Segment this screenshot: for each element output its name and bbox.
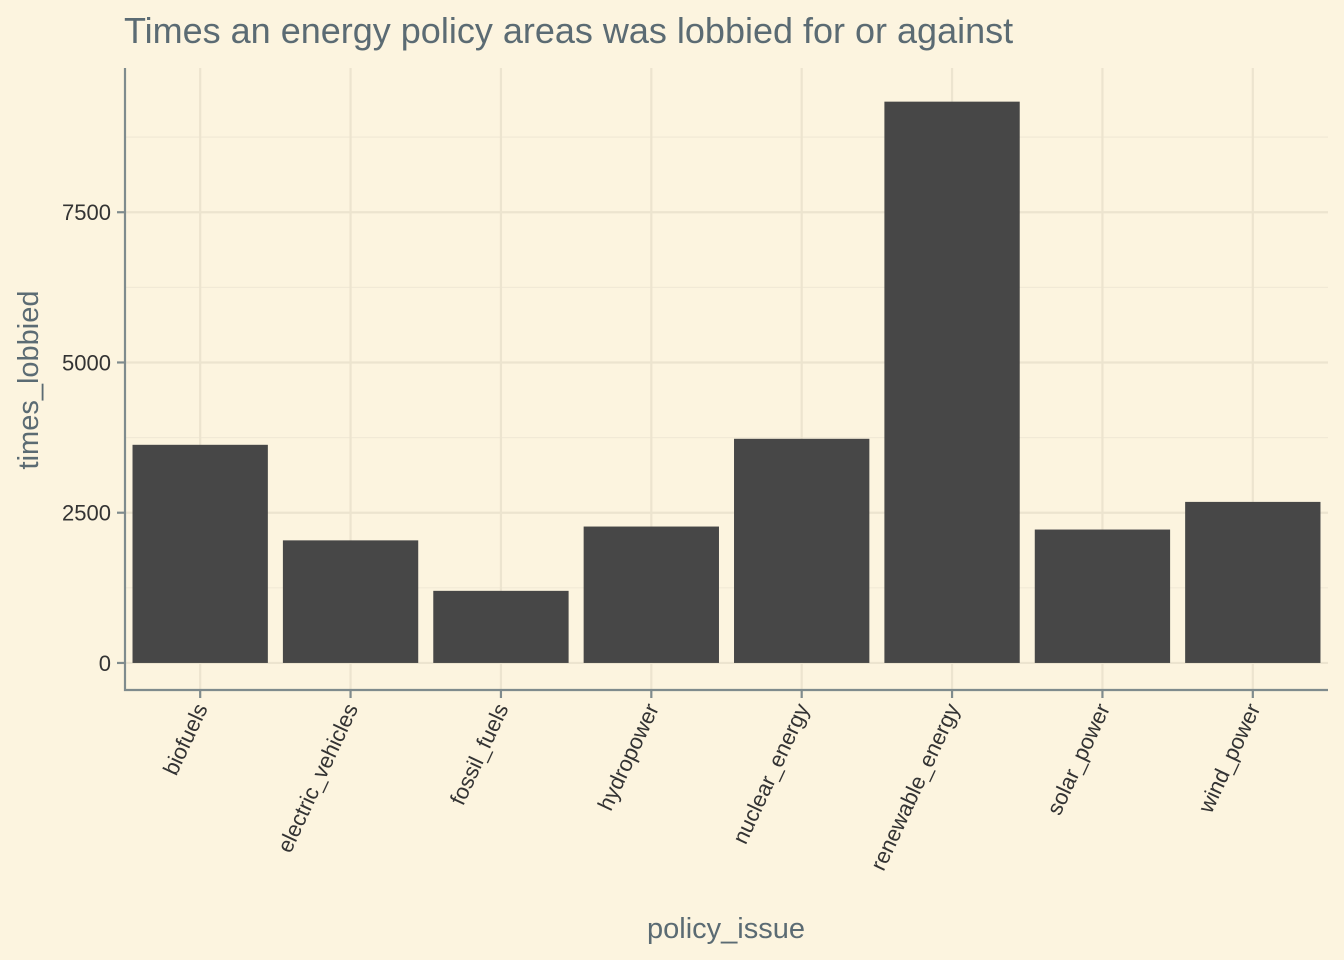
y-tick-label: 2500: [62, 501, 111, 526]
y-tick-label: 7500: [62, 200, 111, 225]
bar-solar_power: [1034, 529, 1171, 663]
chart-title: Times an energy policy areas was lobbied…: [124, 10, 1013, 51]
x-tick-label: renewable_energy: [865, 700, 964, 875]
x-tick-label: biofuels: [158, 700, 213, 779]
y-tick-label: 0: [99, 651, 111, 676]
bar-fossil_fuels: [433, 590, 569, 663]
x-tick-label: hydropower: [593, 700, 664, 815]
bar-layer: [132, 101, 1321, 663]
bar-wind_power: [1185, 501, 1321, 663]
y-tick-label: 5000: [62, 350, 111, 375]
x-axis-title: policy_issue: [647, 913, 805, 945]
x-tick-label: solar_power: [1042, 700, 1115, 819]
bar-nuclear_energy: [734, 438, 870, 663]
bar-biofuels: [132, 444, 268, 663]
bar-hydropower: [583, 526, 719, 663]
bar-electric_vehicles: [282, 540, 419, 663]
y-axis-title: times_lobbied: [13, 291, 45, 470]
x-tick-label: electric_vehicles: [272, 700, 363, 857]
x-tick-label: nuclear_energy: [727, 700, 814, 848]
axis-lines: [123, 68, 1328, 692]
x-tick-label: wind_power: [1193, 700, 1266, 818]
x-tick-label: fossil_fuels: [445, 700, 514, 809]
bar-renewable_energy: [884, 101, 1020, 663]
